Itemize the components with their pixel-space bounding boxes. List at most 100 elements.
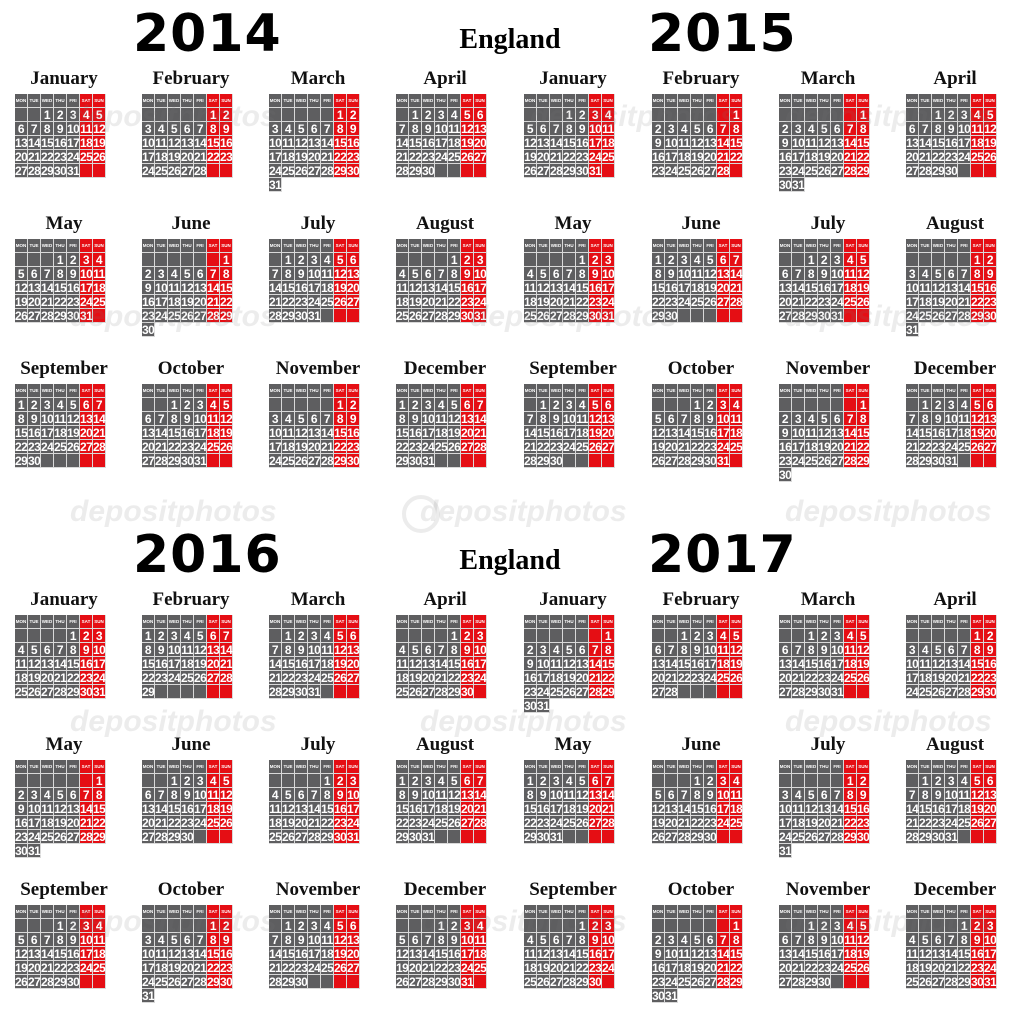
weekday-header: SAT — [589, 94, 602, 108]
weekday-header: SAT — [334, 239, 347, 253]
day-cell: 15 — [142, 657, 155, 671]
day-cell: 25 — [563, 816, 576, 830]
day-cell: 14 — [550, 136, 563, 150]
day-cell: 10 — [28, 802, 41, 816]
day-cell: 26 — [932, 309, 945, 323]
day-cell: 29 — [15, 454, 28, 468]
day-cell: 10 — [984, 933, 997, 947]
day-cell: 12 — [919, 947, 932, 961]
empty-day-cell — [308, 108, 321, 122]
day-cell: 21 — [792, 671, 805, 685]
weekday-header: WED — [295, 239, 308, 253]
day-cell: 15 — [537, 426, 550, 440]
day-cell: 10 — [665, 136, 678, 150]
day-cell: 4 — [93, 919, 106, 933]
day-cell: 25 — [181, 671, 194, 685]
day-cell: 15 — [220, 281, 233, 295]
day-cell: 6 — [717, 253, 730, 267]
day-cell: 27 — [550, 975, 563, 989]
day-cell: 6 — [194, 267, 207, 281]
day-cell: 7 — [28, 122, 41, 136]
weekday-header: MON — [269, 239, 282, 253]
weekday-header: SUN — [730, 239, 743, 253]
day-cell: 4 — [155, 122, 168, 136]
day-cell: 23 — [409, 440, 422, 454]
day-cell: 11 — [93, 933, 106, 947]
day-cell: 26 — [448, 816, 461, 830]
weekday-header: TUE — [28, 94, 41, 108]
day-cell: 11 — [155, 947, 168, 961]
day-cell: 17 — [67, 136, 80, 150]
day-cell: 2 — [295, 629, 308, 643]
day-cell: 7 — [665, 643, 678, 657]
day-cell: 2 — [220, 108, 233, 122]
day-cell: 28 — [919, 164, 932, 178]
day-cell: 7 — [844, 122, 857, 136]
day-cell: 15 — [93, 802, 106, 816]
day-cell: 4 — [168, 267, 181, 281]
day-cell: 22 — [537, 440, 550, 454]
day-cell: 21 — [906, 816, 919, 830]
day-cell: 16 — [347, 136, 360, 150]
day-cell: 5 — [396, 933, 409, 947]
day-cell: 11 — [80, 122, 93, 136]
day-cell: 12 — [168, 136, 181, 150]
weekday-header: TUE — [665, 615, 678, 629]
weekday-header: SUN — [730, 760, 743, 774]
day-cell: 3 — [717, 774, 730, 788]
day-cell: 23 — [155, 671, 168, 685]
day-cell: 8 — [448, 267, 461, 281]
day-cell: 9 — [461, 643, 474, 657]
day-cell: 12 — [396, 947, 409, 961]
day-cell: 7 — [396, 122, 409, 136]
day-cell: 4 — [919, 643, 932, 657]
empty-day-cell — [730, 685, 743, 699]
day-cell: 7 — [308, 788, 321, 802]
empty-day-cell — [589, 830, 602, 844]
day-cell: 31 — [422, 830, 435, 844]
day-cell: 8 — [282, 933, 295, 947]
weekday-header: FRI — [704, 239, 717, 253]
day-cell: 13 — [41, 657, 54, 671]
day-cell: 3 — [779, 788, 792, 802]
day-cell: 29 — [396, 454, 409, 468]
day-cell: 10 — [831, 643, 844, 657]
day-cell: 13 — [945, 281, 958, 295]
day-cell: 1 — [168, 774, 181, 788]
day-cell: 18 — [168, 295, 181, 309]
day-cell: 11 — [396, 657, 409, 671]
day-cell: 15 — [334, 136, 347, 150]
weekday-header: MON — [15, 615, 28, 629]
day-cell: 18 — [474, 947, 487, 961]
weekday-header: SUN — [730, 905, 743, 919]
day-cell: 19 — [576, 802, 589, 816]
day-cell: 17 — [602, 281, 615, 295]
day-cell: 12 — [652, 802, 665, 816]
day-cell: 19 — [295, 150, 308, 164]
empty-day-cell — [448, 454, 461, 468]
day-cell: 28 — [80, 830, 93, 844]
day-cell: 26 — [448, 440, 461, 454]
day-cell: 20 — [28, 961, 41, 975]
day-cell: 26 — [282, 830, 295, 844]
weekday-header: WED — [805, 239, 818, 253]
weekday-header: TUE — [282, 905, 295, 919]
day-cell: 13 — [665, 802, 678, 816]
day-cell: 6 — [461, 398, 474, 412]
day-cell: 18 — [93, 947, 106, 961]
day-cell: 29 — [409, 164, 422, 178]
day-cell: 14 — [524, 426, 537, 440]
day-cell: 14 — [321, 136, 334, 150]
weekday-header: SUN — [730, 94, 743, 108]
weekday-header: TUE — [155, 760, 168, 774]
day-cell: 15 — [168, 426, 181, 440]
month-name: March — [290, 589, 346, 610]
day-cell: 25 — [524, 309, 537, 323]
day-cell: 30 — [818, 309, 831, 323]
empty-day-cell — [282, 108, 295, 122]
day-cell: 12 — [334, 933, 347, 947]
day-cell: 20 — [41, 671, 54, 685]
day-cell: 24 — [945, 440, 958, 454]
day-cell: 30 — [181, 454, 194, 468]
empty-day-cell — [984, 454, 997, 468]
